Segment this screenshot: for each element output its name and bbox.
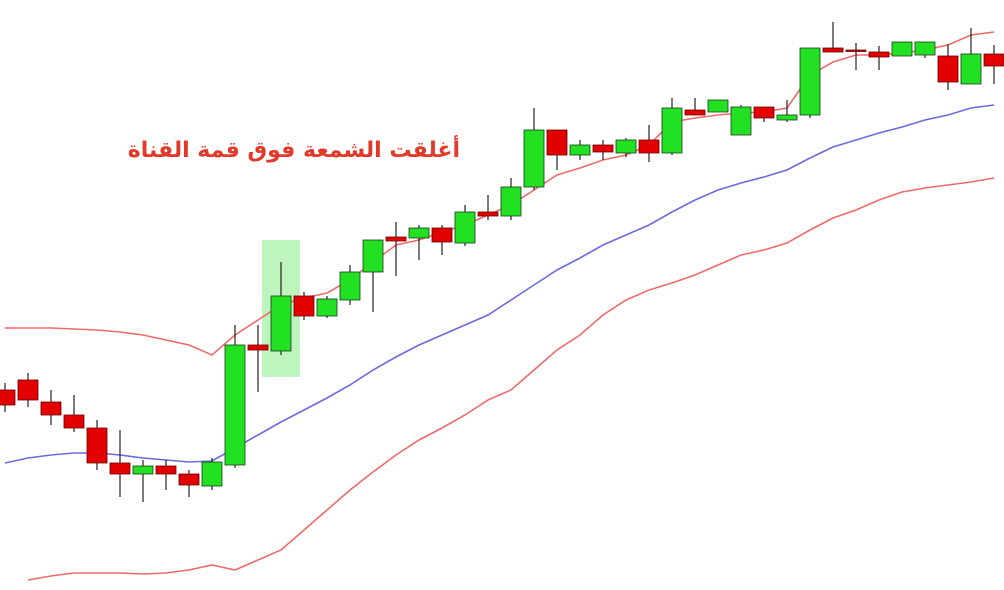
candle-body: [707, 99, 729, 113]
candle-body: [937, 55, 959, 83]
candle-body: [408, 227, 430, 239]
candle-body: [0, 389, 16, 406]
candle-body: [753, 106, 775, 119]
candle-body: [178, 473, 200, 486]
candle-body: [339, 271, 361, 301]
candle-body: [638, 139, 660, 154]
candle-body: [385, 236, 407, 242]
band-line: [5, 31, 995, 356]
candle-body: [960, 53, 982, 85]
candle-body: [615, 139, 637, 154]
candle-body: [155, 465, 177, 475]
candle-body: [316, 298, 338, 317]
band-line: [27, 177, 995, 581]
candle-body: [86, 427, 108, 464]
candle-body: [477, 211, 499, 217]
candle-body: [776, 114, 798, 121]
candle-body: [63, 414, 85, 429]
candle-body: [224, 344, 246, 466]
candle-body: [730, 106, 752, 136]
candle-body: [845, 49, 867, 52]
band-line: [4, 104, 995, 464]
candle-body: [247, 344, 269, 351]
candle-body: [523, 129, 545, 188]
candle-body: [109, 462, 131, 475]
candle-body: [684, 109, 706, 116]
annotation: أغلقت الشمعة فوق قمة القناة: [128, 134, 460, 163]
candle-body: [362, 239, 384, 273]
candle-body: [431, 227, 453, 243]
candle-body: [454, 211, 476, 244]
candle-body: [822, 47, 844, 53]
candle-body: [569, 144, 591, 156]
candle-body: [132, 465, 154, 475]
candle-body: [799, 47, 821, 116]
candle-body: [17, 379, 39, 401]
candle-body: [546, 129, 568, 156]
candle-body: [270, 295, 292, 352]
candle-body: [914, 41, 936, 56]
candle-body: [40, 401, 62, 416]
candle-body: [661, 107, 683, 154]
candle-body: [500, 186, 522, 217]
candle-body: [201, 461, 223, 487]
candle-body: [293, 295, 315, 317]
candle-body: [868, 51, 890, 58]
candle-body: [891, 41, 913, 57]
candle-body: [983, 53, 1004, 67]
candle-body: [592, 144, 614, 153]
